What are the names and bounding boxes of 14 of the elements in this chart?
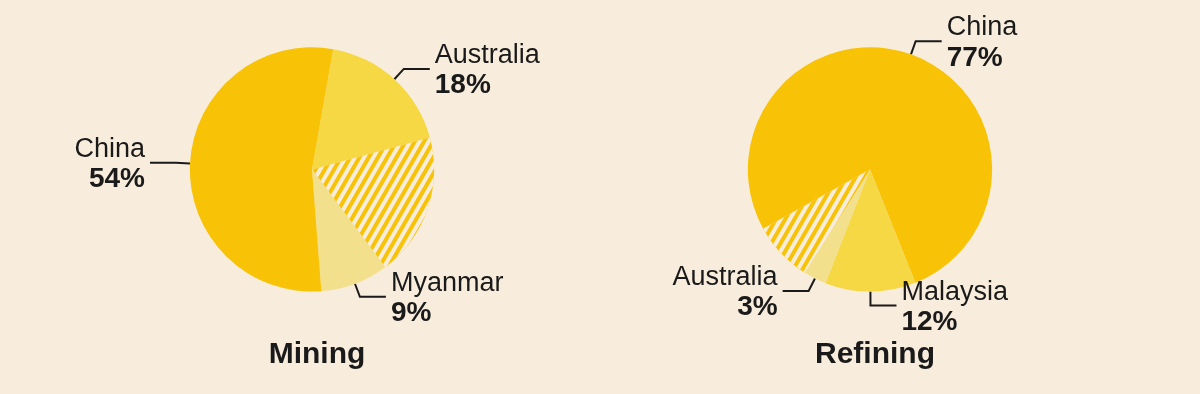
slice-label: China xyxy=(74,132,146,163)
slice-label: Myanmar xyxy=(390,266,504,297)
data-label: 18% xyxy=(434,68,491,100)
data-label: 54% xyxy=(88,162,146,194)
data-label: 3% xyxy=(737,290,778,322)
slice-label: China xyxy=(946,11,1019,42)
data-label: 77% xyxy=(946,40,1003,72)
slice-label: Australia xyxy=(434,38,541,69)
text: Mining xyxy=(268,335,366,369)
data-label: 9% xyxy=(390,296,432,328)
slice-label: Malaysia xyxy=(901,275,1009,306)
slice-label: Australia xyxy=(672,260,779,291)
data-label: 12% xyxy=(901,305,958,337)
text: Refining xyxy=(815,335,935,369)
